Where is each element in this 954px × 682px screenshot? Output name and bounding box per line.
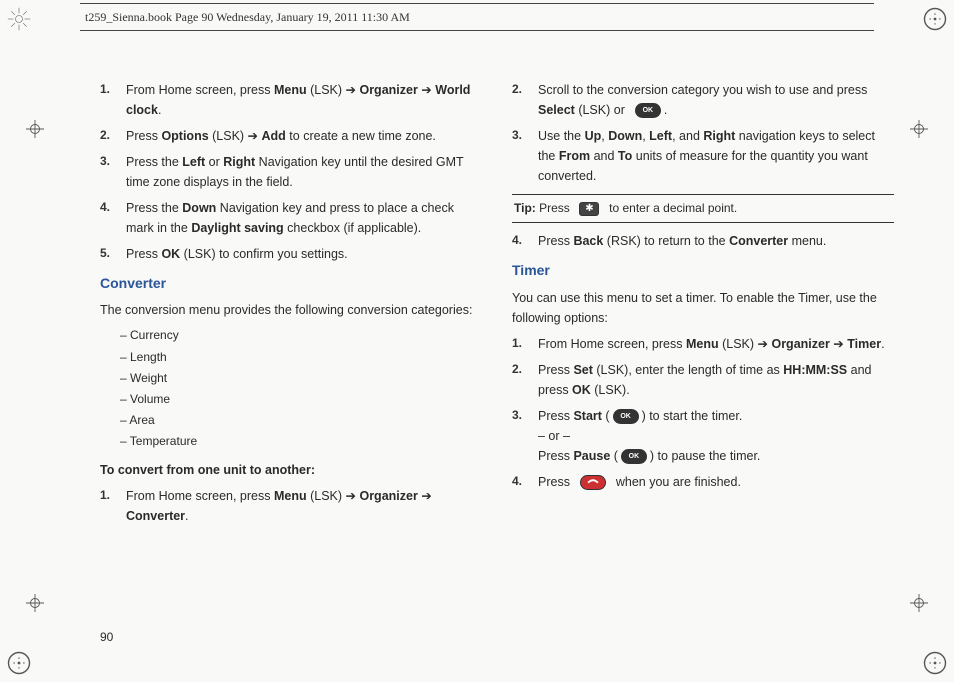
step-item: 3.Press the Left or Right Navigation key… [100,152,482,192]
step-number: 1. [512,334,538,354]
category-item: – Area [120,411,482,430]
step-number: 3. [512,406,538,466]
step-item: 1.From Home screen, press Menu (LSK) ➔ O… [512,334,894,354]
world-clock-steps: 1.From Home screen, press Menu (LSK) ➔ O… [100,80,482,264]
step-text: Use the Up, Down, Left, and Right naviga… [538,126,894,186]
converter-steps-continued: 2.Scroll to the conversion category you … [512,80,894,186]
header-text: t259_Sienna.book Page 90 Wednesday, Janu… [85,8,410,27]
step-text: Press Start (OK) to start the timer.– or… [538,406,894,466]
step-text: Scroll to the conversion category you wi… [538,80,894,120]
category-item: – Currency [120,326,482,345]
step-item: 3.Press Start (OK) to start the timer.– … [512,406,894,466]
crop-mark [910,594,928,612]
corner-icon [921,5,949,33]
corner-icon [5,5,33,33]
crop-mark [26,594,44,612]
step-number: 2. [100,126,126,146]
step-number: 4. [512,472,538,492]
step-number: 3. [512,126,538,186]
category-item: – Weight [120,369,482,388]
step-text: Press the Left or Right Navigation key u… [126,152,482,192]
step-item: 1.From Home screen, press Menu (LSK) ➔ O… [100,80,482,120]
step-text: From Home screen, press Menu (LSK) ➔ Org… [538,334,894,354]
step-item: 1.From Home screen, press Menu (LSK) ➔ O… [100,486,482,526]
page-header: t259_Sienna.book Page 90 Wednesday, Janu… [80,3,874,31]
timer-intro: You can use this menu to set a timer. To… [512,288,894,328]
step-item: 2.Press Options (LSK) ➔ Add to create a … [100,126,482,146]
content-area: 1.From Home screen, press Menu (LSK) ➔ O… [100,80,894,622]
step-item: 4.Press when you are finished. [512,472,894,492]
left-column: 1.From Home screen, press Menu (LSK) ➔ O… [100,80,482,622]
convert-sub-heading: To convert from one unit to another: [100,460,482,480]
step-item: 5.Press OK (LSK) to confirm you settings… [100,244,482,264]
category-item: – Temperature [120,432,482,451]
step-number: 5. [100,244,126,264]
converter-steps: 1.From Home screen, press Menu (LSK) ➔ O… [100,486,482,526]
step-number: 4. [100,198,126,238]
crop-mark [26,120,44,138]
step-number: 2. [512,80,538,120]
step-number: 1. [100,486,126,526]
step-item: 2.Scroll to the conversion category you … [512,80,894,120]
corner-icon [5,649,33,677]
converter-back-step: 4.Press Back (RSK) to return to the Conv… [512,231,894,251]
corner-icon [921,649,949,677]
category-item: – Volume [120,390,482,409]
step-text: Press Options (LSK) ➔ Add to create a ne… [126,126,482,146]
step-item: 4.Press the Down Navigation key and pres… [100,198,482,238]
step-text: From Home screen, press Menu (LSK) ➔ Org… [126,80,482,120]
step-number: 4. [512,231,538,251]
step-number: 3. [100,152,126,192]
step-item: 3.Use the Up, Down, Left, and Right navi… [512,126,894,186]
step-text: Press Back (RSK) to return to the Conver… [538,231,894,251]
step-text: From Home screen, press Menu (LSK) ➔ Org… [126,486,482,526]
step-text: Press the Down Navigation key and press … [126,198,482,238]
timer-steps: 1.From Home screen, press Menu (LSK) ➔ O… [512,334,894,492]
page-number: 90 [100,628,113,647]
step-number: 1. [100,80,126,120]
category-item: – Length [120,348,482,367]
step-item: 4.Press Back (RSK) to return to the Conv… [512,231,894,251]
step-number: 2. [512,360,538,400]
timer-heading: Timer [512,259,894,281]
converter-intro: The conversion menu provides the followi… [100,300,482,320]
step-item: 2.Press Set (LSK), enter the length of t… [512,360,894,400]
step-text: Press OK (LSK) to confirm you settings. [126,244,482,264]
tip-text: Tip: Press ✱ to enter a decimal point. [514,199,737,218]
converter-heading: Converter [100,272,482,294]
tip-box: Tip: Press ✱ to enter a decimal point. [512,194,894,223]
right-column: 2.Scroll to the conversion category you … [512,80,894,622]
step-text: Press when you are finished. [538,472,894,492]
step-text: Press Set (LSK), enter the length of tim… [538,360,894,400]
crop-mark [910,120,928,138]
converter-category-list: – Currency – Length – Weight – Volume – Area… [120,326,482,451]
